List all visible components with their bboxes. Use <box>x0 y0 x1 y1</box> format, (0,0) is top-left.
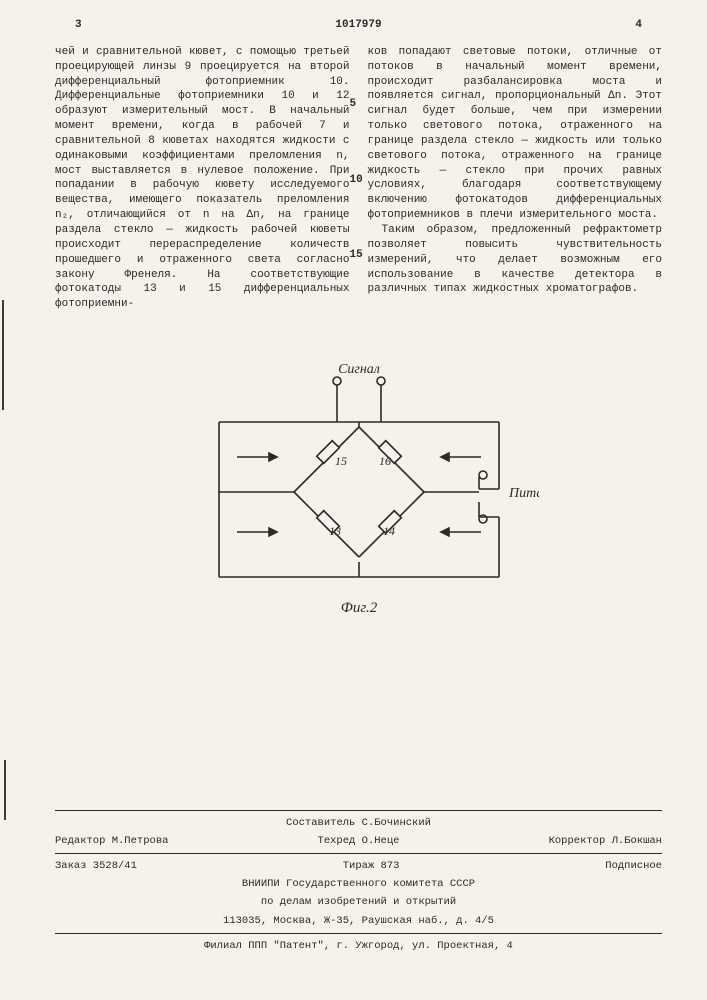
footer-block: Составитель С.Бочинский Редактор М.Петро… <box>55 807 662 955</box>
techred: Техред О.Неце <box>318 834 400 848</box>
divider <box>55 810 662 811</box>
org-line-2: по делам изобретений и открытий <box>55 893 662 911</box>
body-text-left: чей и сравнительной кювет, с помощью тре… <box>55 46 350 310</box>
branch-line: Филиал ППП "Патент", г. Ужгород, ул. Про… <box>55 937 662 955</box>
node-label-14: 14 <box>383 524 395 538</box>
page: 3 1017979 4 чей и сравнительной кювет, с… <box>0 0 707 1000</box>
order-row: Заказ 3528/41 Тираж 873 Подписное <box>55 857 662 875</box>
body-text-right-p1: ков попадают световые потоки, отличные о… <box>368 46 663 221</box>
diagram-label-power: Питание <box>508 486 539 501</box>
divider <box>55 853 662 854</box>
body-text-right-p2: Таким образом, предложенный рефрактометр… <box>368 223 663 297</box>
line-number-5: 5 <box>350 97 357 112</box>
order-number: Заказ 3528/41 <box>55 859 137 873</box>
scan-artifact <box>4 760 6 820</box>
org-line-1: ВНИИПИ Государственного комитета СССР <box>55 875 662 893</box>
node-label-15: 15 <box>335 454 347 468</box>
tirage: Тираж 873 <box>343 859 400 873</box>
node-label-13: 13 <box>329 524 341 538</box>
address-line: 113035, Москва, Ж-35, Раушская наб., д. … <box>55 912 662 930</box>
page-number-right: 4 <box>635 18 642 33</box>
scan-artifact <box>2 300 4 410</box>
figure-caption: Фиг.2 <box>340 600 377 616</box>
text-columns: чей и сравнительной кювет, с помощью тре… <box>55 45 662 312</box>
diagram-area: Сигнал Питание 15 16 13 14 Фиг.2 <box>55 357 662 643</box>
credits-row: Редактор М.Петрова Техред О.Неце Коррект… <box>55 832 662 850</box>
right-column: 5 10 15 ков попадают световые потоки, от… <box>368 45 663 312</box>
circuit-diagram: Сигнал Питание 15 16 13 14 Фиг.2 <box>179 357 539 637</box>
line-number-10: 10 <box>350 173 363 188</box>
header-row: 3 1017979 4 <box>55 18 662 33</box>
divider <box>55 933 662 934</box>
node-label-16: 16 <box>379 454 391 468</box>
corrector: Корректор Л.Бокшан <box>549 834 662 848</box>
left-column: чей и сравнительной кювет, с помощью тре… <box>55 45 350 312</box>
diagram-label-signal: Сигнал <box>338 362 380 377</box>
line-number-15: 15 <box>350 248 363 263</box>
document-number: 1017979 <box>82 18 636 33</box>
page-number-left: 3 <box>75 18 82 33</box>
subscription: Подписное <box>605 859 662 873</box>
compiler-line: Составитель С.Бочинский <box>55 814 662 832</box>
editor: Редактор М.Петрова <box>55 834 168 848</box>
